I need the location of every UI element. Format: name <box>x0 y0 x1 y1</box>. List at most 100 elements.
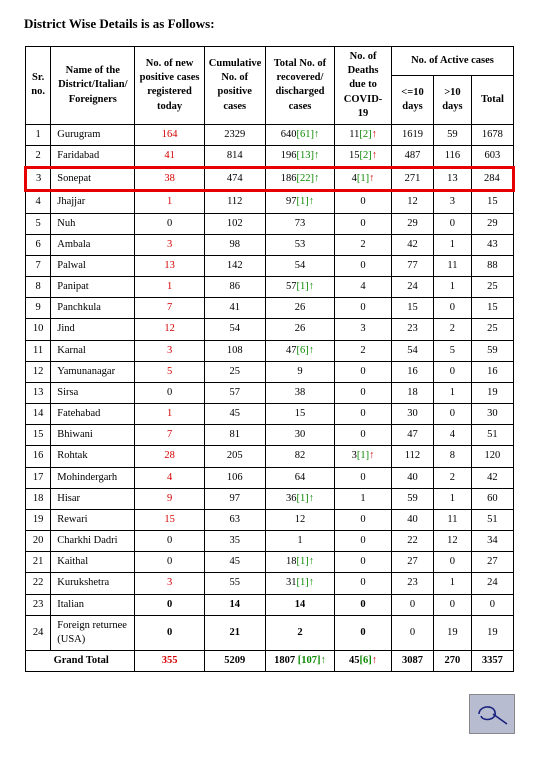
table-row: 12Yamunanagar5259016016 <box>26 361 514 382</box>
cell-sr: 24 <box>26 615 51 650</box>
cell-a1: 54 <box>391 340 433 361</box>
cell-name: Karnal <box>51 340 135 361</box>
cell-name: Italian <box>51 594 135 615</box>
cell-sr: 23 <box>26 594 51 615</box>
table-row: 16Rohtak28205823[1]↑1128120 <box>26 446 514 467</box>
cell-sr: 10 <box>26 319 51 340</box>
cell-rec: 38 <box>265 382 334 403</box>
cell-a3: 29 <box>471 213 513 234</box>
cell-rec: 47[6]↑ <box>265 340 334 361</box>
cell-cum: 108 <box>204 340 265 361</box>
cell-cum: 97 <box>204 488 265 509</box>
cell-a3: 24 <box>471 573 513 594</box>
cell-new: 1 <box>135 404 204 425</box>
table-row: 2Faridabad41814196[13]↑15[2]↑487116603 <box>26 146 514 168</box>
cell-sr: 14 <box>26 404 51 425</box>
cell-name: Nuh <box>51 213 135 234</box>
cell-new: 3 <box>135 573 204 594</box>
cell-a1: 1619 <box>391 124 433 145</box>
cell-name: Kurukshetra <box>51 573 135 594</box>
cell-name: Rohtak <box>51 446 135 467</box>
cell-sr: 18 <box>26 488 51 509</box>
cell-a3: 19 <box>471 382 513 403</box>
cell-new: 164 <box>135 124 204 145</box>
cell-new: 7 <box>135 425 204 446</box>
cell-a3: 603 <box>471 146 513 168</box>
cell-a2: 1 <box>434 234 472 255</box>
cell-a2: 11 <box>434 255 472 276</box>
cell-dth: 2 <box>335 340 392 361</box>
table-row: 4Jhajjar111297[1]↑012315 <box>26 191 514 213</box>
cell-total-label: Grand Total <box>26 651 135 672</box>
cell-cum: 2329 <box>204 124 265 145</box>
cell-a1: 15 <box>391 298 433 319</box>
cell-name: Panipat <box>51 277 135 298</box>
cell-cum: 814 <box>204 146 265 168</box>
table-row: 8Panipat18657[1]↑424125 <box>26 277 514 298</box>
cell-cum: 54 <box>204 319 265 340</box>
cell-dth: 2 <box>335 234 392 255</box>
table-row: 3Sonepat38474186[22]↑4[1]↑27113284 <box>26 168 514 191</box>
cell-a2: 0 <box>434 298 472 319</box>
cell-sr: 2 <box>26 146 51 168</box>
cell-rec: 9 <box>265 361 334 382</box>
cell-a3: 43 <box>471 234 513 255</box>
cell-sr: 16 <box>26 446 51 467</box>
cell-dth: 0 <box>335 404 392 425</box>
cell-new: 7 <box>135 298 204 319</box>
col-a1: <=10 days <box>391 76 433 125</box>
cell-total-cum: 5209 <box>204 651 265 672</box>
cell-a2: 59 <box>434 124 472 145</box>
cell-sr: 20 <box>26 531 51 552</box>
cell-cum: 98 <box>204 234 265 255</box>
cell-name: Palwal <box>51 255 135 276</box>
cell-cum: 45 <box>204 404 265 425</box>
cell-name: Gurugram <box>51 124 135 145</box>
cell-sr: 3 <box>26 168 51 191</box>
cell-a2: 1 <box>434 277 472 298</box>
cell-new: 0 <box>135 531 204 552</box>
cell-a1: 18 <box>391 382 433 403</box>
cell-dth: 4 <box>335 277 392 298</box>
cell-dth: 1 <box>335 488 392 509</box>
cell-a1: 23 <box>391 573 433 594</box>
cell-rec: 26 <box>265 298 334 319</box>
cell-rec: 57[1]↑ <box>265 277 334 298</box>
cell-name: Rewari <box>51 509 135 530</box>
cell-sr: 22 <box>26 573 51 594</box>
table-row: 5Nuh010273029029 <box>26 213 514 234</box>
cell-name: Bhiwani <box>51 425 135 446</box>
cell-name: Sirsa <box>51 382 135 403</box>
cell-sr: 13 <box>26 382 51 403</box>
cell-a1: 42 <box>391 234 433 255</box>
cell-name: Faridabad <box>51 146 135 168</box>
cell-a2: 12 <box>434 531 472 552</box>
cell-a3: 60 <box>471 488 513 509</box>
cell-name: Fatehabad <box>51 404 135 425</box>
cell-total-dth: 45[6]↑ <box>335 651 392 672</box>
cell-a2: 1 <box>434 573 472 594</box>
cell-name: Charkhi Dadri <box>51 531 135 552</box>
cell-a3: 27 <box>471 552 513 573</box>
cell-dth: 0 <box>335 531 392 552</box>
col-dth: No. of Deaths due to COVID-19 <box>335 47 392 125</box>
cell-a1: 29 <box>391 213 433 234</box>
cell-cum: 41 <box>204 298 265 319</box>
col-cum: Cumulative No. of positive cases <box>204 47 265 125</box>
cell-a3: 30 <box>471 404 513 425</box>
cell-a3: 1678 <box>471 124 513 145</box>
cell-new: 15 <box>135 509 204 530</box>
cell-sr: 12 <box>26 361 51 382</box>
cell-new: 13 <box>135 255 204 276</box>
cell-a2: 5 <box>434 340 472 361</box>
cell-name: Kaithal <box>51 552 135 573</box>
cell-new: 3 <box>135 340 204 361</box>
cell-new: 9 <box>135 488 204 509</box>
table-row: 15Bhiwani78130047451 <box>26 425 514 446</box>
cell-a1: 0 <box>391 594 433 615</box>
cell-a3: 88 <box>471 255 513 276</box>
cell-sr: 4 <box>26 191 51 213</box>
cell-a2: 13 <box>434 168 472 191</box>
table-header: Sr. no. Name of the District/Italian/ Fo… <box>26 47 514 125</box>
cell-cum: 102 <box>204 213 265 234</box>
